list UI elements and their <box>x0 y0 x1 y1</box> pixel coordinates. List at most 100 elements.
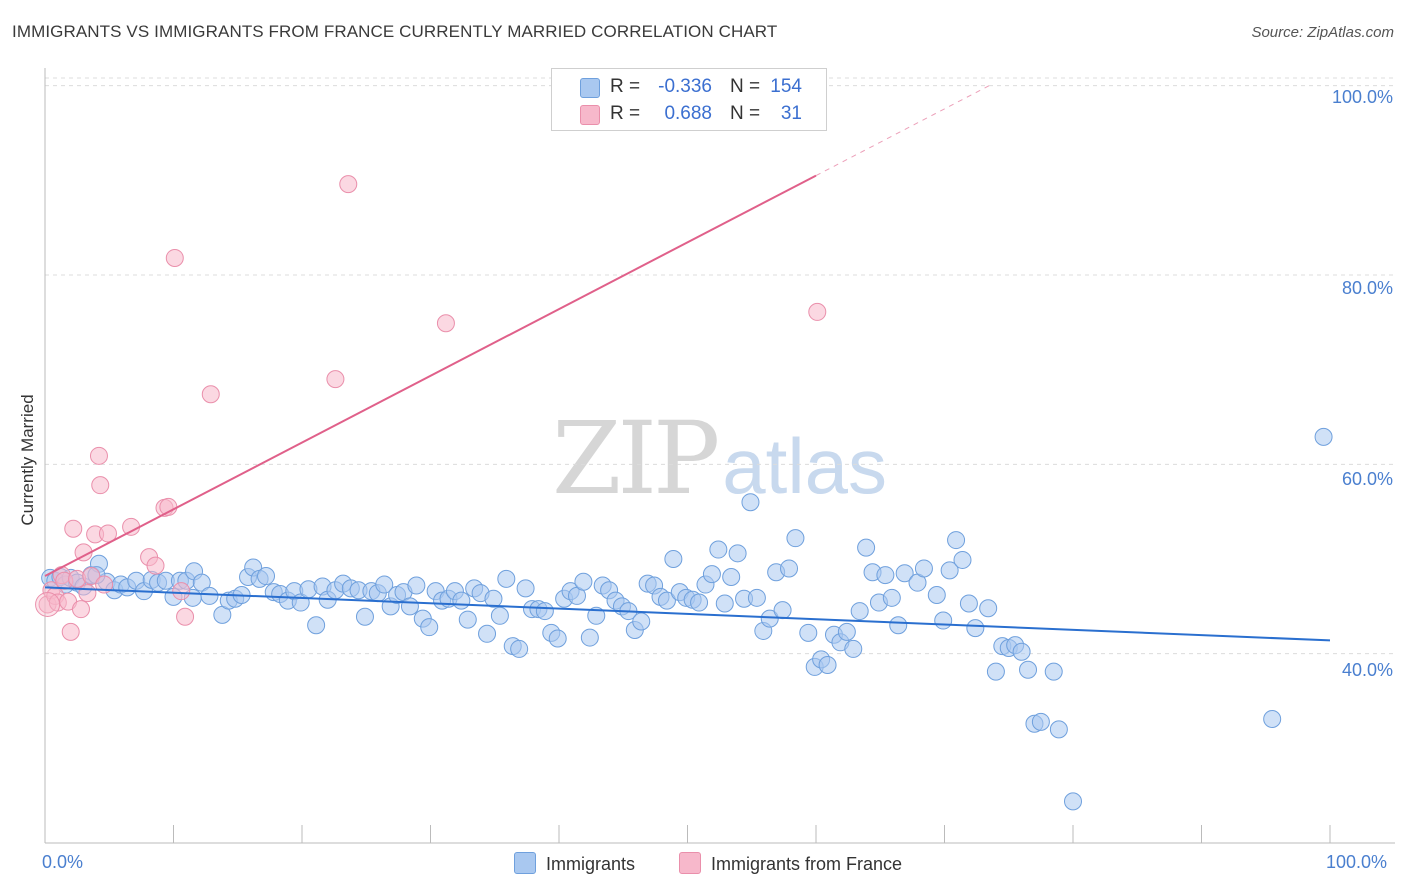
immigrants-point <box>192 573 211 592</box>
immigrants-point <box>1049 720 1068 739</box>
france-point <box>146 556 165 575</box>
immigrants-point <box>632 612 651 631</box>
immigrants-point <box>587 606 606 625</box>
immigrants-point <box>484 589 503 608</box>
immigrants-point <box>657 591 676 610</box>
immigrants-point <box>844 639 863 658</box>
legend-row-immigrants: R = -0.336 N = 154 <box>552 75 826 101</box>
immigrants-point <box>1012 642 1031 661</box>
immigrants-point <box>947 531 966 550</box>
legend-n-label: N = <box>730 76 761 97</box>
legend-n-value: 31 <box>780 103 802 124</box>
correlation-legend: R = -0.336 N = 154 R = 0.688 N = 31 <box>551 68 827 131</box>
immigrants-point <box>889 616 908 635</box>
immigrants-point <box>375 575 394 594</box>
france-trend-extension <box>815 85 990 177</box>
france-point <box>172 582 191 601</box>
immigrants-point <box>490 606 509 625</box>
france-point <box>89 446 108 465</box>
france-point <box>91 476 110 495</box>
immigrants-point <box>895 564 914 583</box>
france-point <box>98 524 117 543</box>
immigrants-point <box>876 566 895 585</box>
france-trend-line <box>44 174 817 577</box>
immigrants-point <box>702 565 721 584</box>
immigrants-point <box>200 586 219 605</box>
immigrants-point <box>959 594 978 613</box>
immigrants-trend-line <box>44 586 1331 642</box>
france-point-large <box>35 591 61 617</box>
immigrants-point <box>1031 712 1050 731</box>
immigrants-point <box>914 559 933 578</box>
france-point <box>165 248 184 267</box>
immigrants-point <box>690 593 709 612</box>
source-label: Source: ZipAtlas.com <box>1251 24 1394 41</box>
immigrants-point <box>420 618 439 637</box>
immigrants-point <box>355 607 374 626</box>
y-tick-label: 40.0% <box>1341 660 1393 680</box>
immigrants-point <box>857 538 876 557</box>
x-tick-label: 0.0% <box>42 852 84 872</box>
bottom-legend-label: Immigrants <box>546 854 636 874</box>
immigrants-point <box>747 588 766 607</box>
watermark-zip: ZIP <box>552 400 720 517</box>
immigrants-point <box>979 599 998 618</box>
france-point <box>326 370 345 389</box>
immigrants-point <box>953 550 972 569</box>
y-tick-label: 100.0% <box>1331 87 1393 107</box>
bottom-legend-swatch-immigrants <box>514 852 536 874</box>
immigrants-point <box>966 619 985 638</box>
immigrants-point <box>400 597 419 616</box>
immigrants-point <box>580 628 599 647</box>
immigrants-point <box>927 585 946 604</box>
immigrants-point <box>478 624 497 643</box>
immigrants-point <box>497 569 516 588</box>
bottom-legend-swatch-france <box>679 852 701 874</box>
bottom-legend-label: Immigrants from France <box>711 854 903 874</box>
legend-n-label: N = <box>730 103 761 124</box>
immigrants-point <box>986 662 1005 681</box>
immigrants-point <box>940 561 959 580</box>
immigrants-point <box>664 550 683 568</box>
immigrants-point <box>452 591 471 610</box>
watermark: ZIPatlas <box>552 400 887 517</box>
y-tick-label: 60.0% <box>1341 469 1393 489</box>
immigrants-point <box>709 540 728 559</box>
immigrants-point <box>510 639 529 658</box>
immigrants-point <box>535 602 554 621</box>
france-point <box>201 385 220 404</box>
immigrants-point <box>1044 662 1063 681</box>
france-point <box>122 517 141 536</box>
immigrants-point <box>1263 709 1282 728</box>
immigrants-point <box>850 602 869 621</box>
immigrants-point <box>407 576 426 595</box>
france-point <box>82 567 101 586</box>
immigrants-point <box>307 616 326 635</box>
immigrants-point <box>458 610 477 629</box>
france-point <box>61 622 80 641</box>
legend-swatch-france <box>580 105 600 125</box>
immigrants-point <box>780 559 799 578</box>
france-point <box>64 519 83 538</box>
france-point <box>78 584 97 603</box>
legend-r-label: R = <box>610 103 641 124</box>
immigrants-point <box>728 544 747 563</box>
immigrants-point <box>934 611 953 630</box>
legend-n-value: 154 <box>770 76 802 97</box>
bottom-legend-immigrants: Immigrants <box>514 852 635 875</box>
immigrants-point <box>1064 792 1082 811</box>
immigrants-point <box>1314 427 1333 446</box>
x-tick-label: 100.0% <box>1326 852 1388 872</box>
immigrants-point <box>882 588 901 607</box>
legend-r-value: 0.688 <box>664 103 712 124</box>
immigrants-point <box>516 579 535 598</box>
france-point <box>808 302 827 321</box>
bottom-legend-france: Immigrants from France <box>679 852 902 875</box>
immigrants-point <box>1019 660 1038 679</box>
immigrants-point <box>257 567 276 586</box>
immigrants-point <box>818 656 837 675</box>
immigrants-point <box>837 622 856 641</box>
immigrants-point <box>548 629 567 648</box>
legend-r-value: -0.336 <box>658 76 712 97</box>
